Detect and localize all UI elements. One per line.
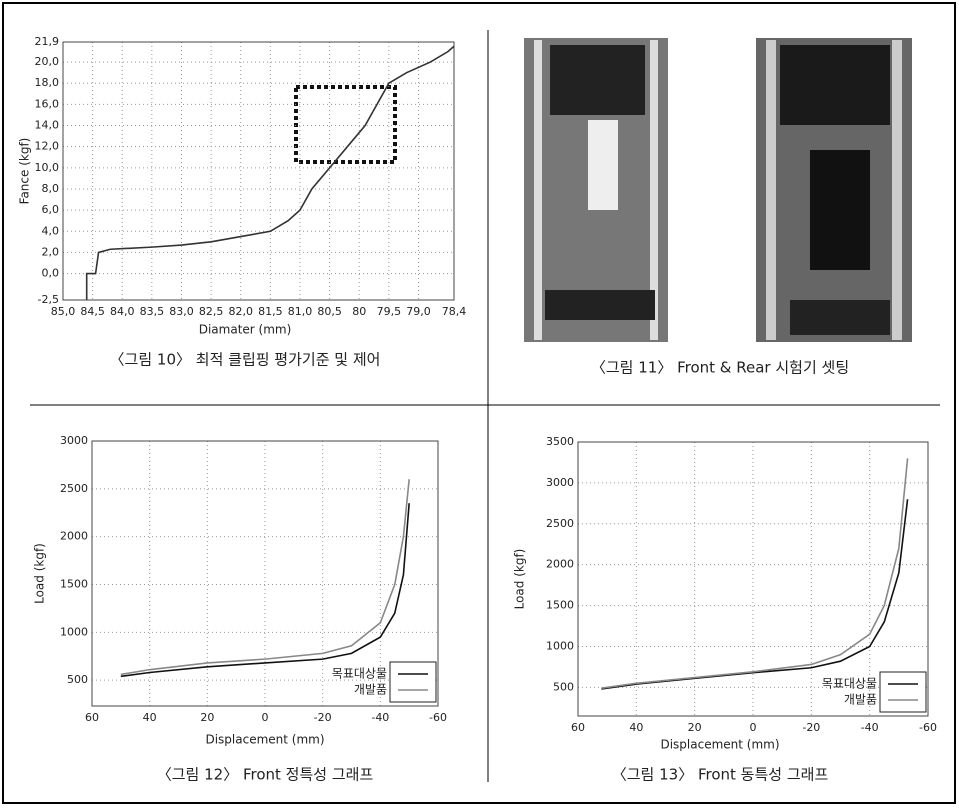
legend-box xyxy=(389,661,437,703)
x-tick-label: 81,5 xyxy=(258,305,283,318)
x-tick-label: -20 xyxy=(314,711,332,724)
x-tick-label: 60 xyxy=(571,721,585,734)
x-tick-label: 82,0 xyxy=(228,305,253,318)
y-axis-label: Load (kgf) xyxy=(513,549,527,610)
y-tick-label: 1000 xyxy=(546,639,574,652)
x-tick-label: 79,5 xyxy=(377,305,402,318)
y-tick-label: -2,5 xyxy=(38,293,59,306)
y-tick-label: 20,0 xyxy=(35,55,60,68)
photo-detail xyxy=(780,45,890,125)
x-tick-label: -40 xyxy=(861,721,879,734)
series-line xyxy=(601,458,909,689)
plot-frame xyxy=(62,41,455,301)
x-tick-label: 80,5 xyxy=(317,305,342,318)
x-tick-label: -60 xyxy=(919,721,937,734)
x-tick-label: 83,0 xyxy=(169,305,194,318)
y-tick-label: 2500 xyxy=(546,517,574,530)
x-tick-label: 20 xyxy=(200,711,214,724)
x-tick-label: -40 xyxy=(371,711,389,724)
x-tick-label: 20 xyxy=(688,721,702,734)
x-tick-label: 84,0 xyxy=(110,305,135,318)
legend-label: 목표대상물 xyxy=(332,667,387,681)
y-tick-label: 500 xyxy=(67,673,88,686)
caption: 〈그림 13〉 Front 동특성 그래프 xyxy=(612,766,829,784)
legend-label: 목표대상물 xyxy=(822,677,877,691)
y-tick-label: 12,0 xyxy=(35,140,60,153)
y-tick-label: 3500 xyxy=(546,435,574,448)
y-tick-label: 21,9 xyxy=(35,35,60,48)
photo xyxy=(524,38,912,342)
photo-detail xyxy=(534,40,542,340)
y-tick-label: 10,0 xyxy=(35,161,60,174)
x-tick-label: 85,0 xyxy=(51,305,76,318)
y-tick-label: 8,0 xyxy=(42,182,60,195)
photo-detail xyxy=(892,40,902,340)
y-tick-label: 14,0 xyxy=(35,119,60,132)
y-tick-label: 6,0 xyxy=(42,203,60,216)
photo-detail xyxy=(650,40,658,340)
x-tick-label: 83,5 xyxy=(140,305,165,318)
plot-frame xyxy=(577,441,929,717)
legend-label: 개발품 xyxy=(844,693,877,707)
x-tick-label: 79,0 xyxy=(406,305,431,318)
y-tick-label: 2500 xyxy=(60,482,88,495)
photo-detail xyxy=(550,45,645,115)
caption: 〈그림 10〉 최적 클립핑 평가기준 및 제어 xyxy=(110,351,381,369)
y-tick-label: 0,0 xyxy=(42,267,60,280)
x-tick-label: 0 xyxy=(750,721,757,734)
y-tick-label: 2000 xyxy=(60,530,88,543)
x-axis-label: Displacement (mm) xyxy=(205,733,324,747)
series-line xyxy=(601,499,909,690)
legend-box xyxy=(879,671,927,713)
legend-label: 개발품 xyxy=(354,683,387,697)
photo-detail xyxy=(790,300,890,335)
caption: 〈그림 12〉 Front 정특성 그래프 xyxy=(157,766,374,784)
plot-frame xyxy=(91,440,439,707)
x-tick-label: 40 xyxy=(629,721,643,734)
y-tick-label: 1500 xyxy=(60,578,88,591)
x-axis-label: Diamater (mm) xyxy=(199,323,292,337)
y-tick-label: 16,0 xyxy=(35,97,60,110)
x-axis-label: Displacement (mm) xyxy=(660,738,779,752)
series-line xyxy=(120,479,410,676)
x-tick-label: 81,0 xyxy=(288,305,313,318)
photo-detail xyxy=(588,120,618,210)
y-axis-label: Fance (kgf) xyxy=(18,138,32,205)
x-tick-label: -20 xyxy=(802,721,820,734)
y-tick-label: 1500 xyxy=(546,599,574,612)
x-tick-label: -60 xyxy=(429,711,447,724)
y-tick-label: 18,0 xyxy=(35,76,60,89)
y-tick-label: 2000 xyxy=(546,558,574,571)
series-line xyxy=(85,45,455,300)
x-tick-label: 0 xyxy=(262,711,269,724)
x-tick-label: 40 xyxy=(143,711,157,724)
x-tick-label: 60 xyxy=(85,711,99,724)
y-tick-label: 500 xyxy=(553,680,574,693)
x-tick-label: 84,5 xyxy=(80,305,105,318)
y-tick-label: 3000 xyxy=(546,476,574,489)
x-tick-label: 80 xyxy=(352,305,366,318)
y-axis-label: Load (kgf) xyxy=(33,543,47,604)
photo-detail xyxy=(766,40,776,340)
y-tick-label: 1000 xyxy=(60,625,88,638)
y-tick-label: 3000 xyxy=(60,434,88,447)
x-tick-label: 82,5 xyxy=(199,305,224,318)
photo-detail xyxy=(545,290,655,320)
photo-detail xyxy=(810,150,870,270)
x-tick-label: 78,4 xyxy=(442,305,467,318)
y-tick-label: 4,0 xyxy=(42,224,60,237)
series-line xyxy=(120,503,410,678)
caption: 〈그림 11〉 Front & Rear 시험기 셋팅 xyxy=(591,359,849,377)
y-tick-label: 2,0 xyxy=(42,245,60,258)
highlight-box xyxy=(294,85,397,164)
